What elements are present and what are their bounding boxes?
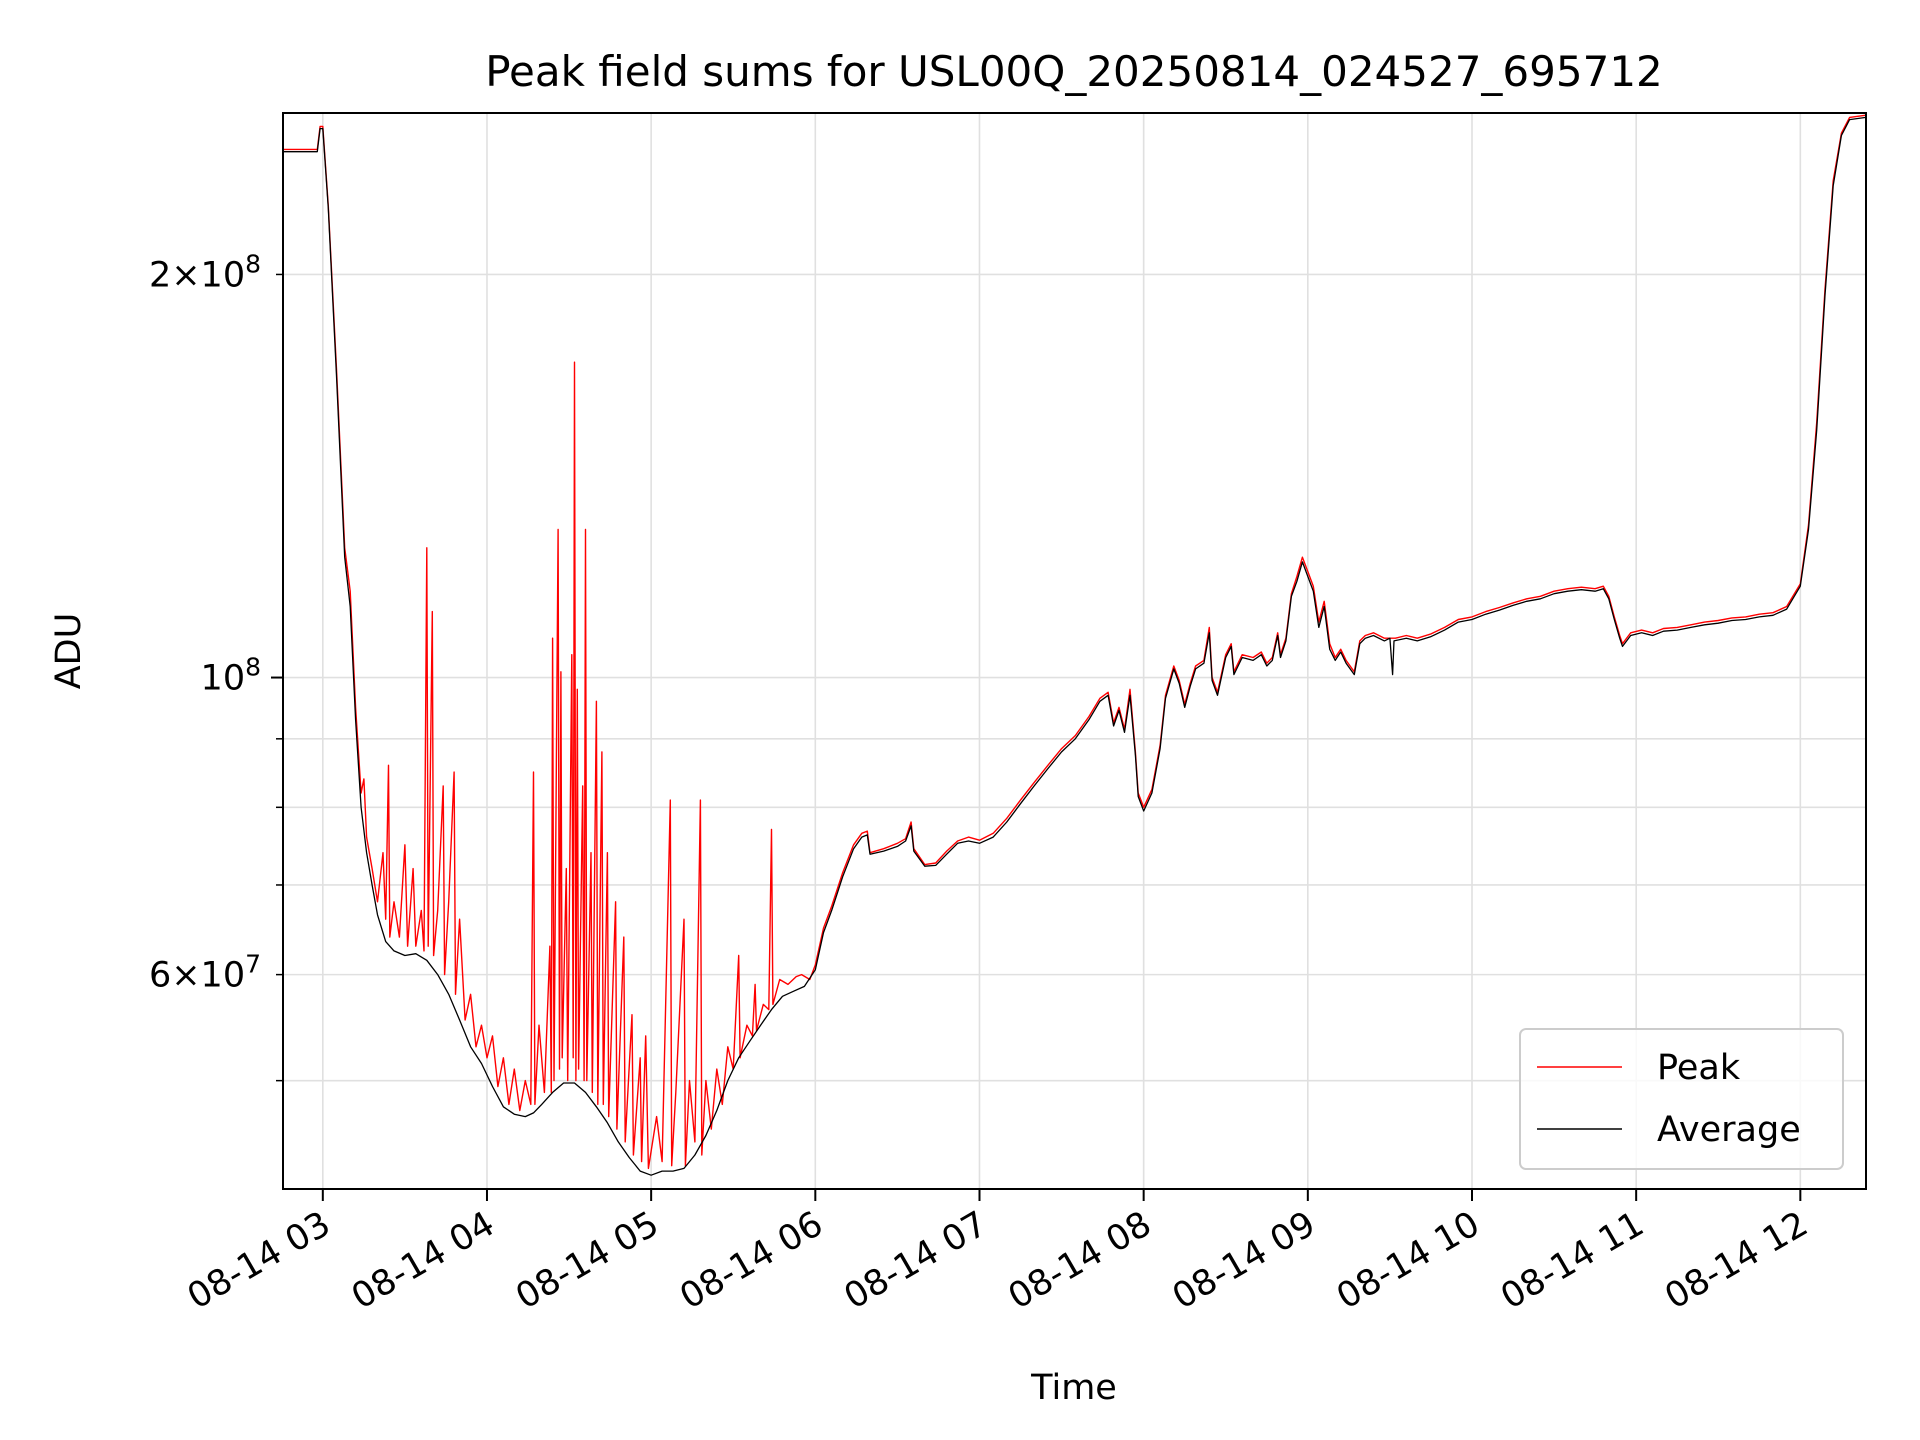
chart-title: Peak field sums for USL00Q_20250814_0245… — [485, 47, 1663, 96]
grid-lines — [283, 113, 1866, 1189]
legend-frame — [1519, 1028, 1844, 1170]
legend: Peak Average — [1519, 1028, 1844, 1170]
y-axis-title: ADU — [49, 613, 89, 690]
x-axis-title: Time — [1030, 1368, 1117, 1408]
y-tick-label: 108 — [201, 653, 261, 699]
series-lines — [283, 114, 1866, 1176]
series-line-peak — [283, 114, 1866, 1170]
y-tick-label: 6×107 — [149, 950, 261, 996]
plot-area-frame — [282, 112, 1867, 1190]
legend-label-average: Average — [1657, 1110, 1801, 1150]
legend-label-peak: Peak — [1657, 1048, 1741, 1088]
y-tick-label: 2×108 — [149, 249, 261, 295]
series-line-average — [283, 116, 1866, 1176]
